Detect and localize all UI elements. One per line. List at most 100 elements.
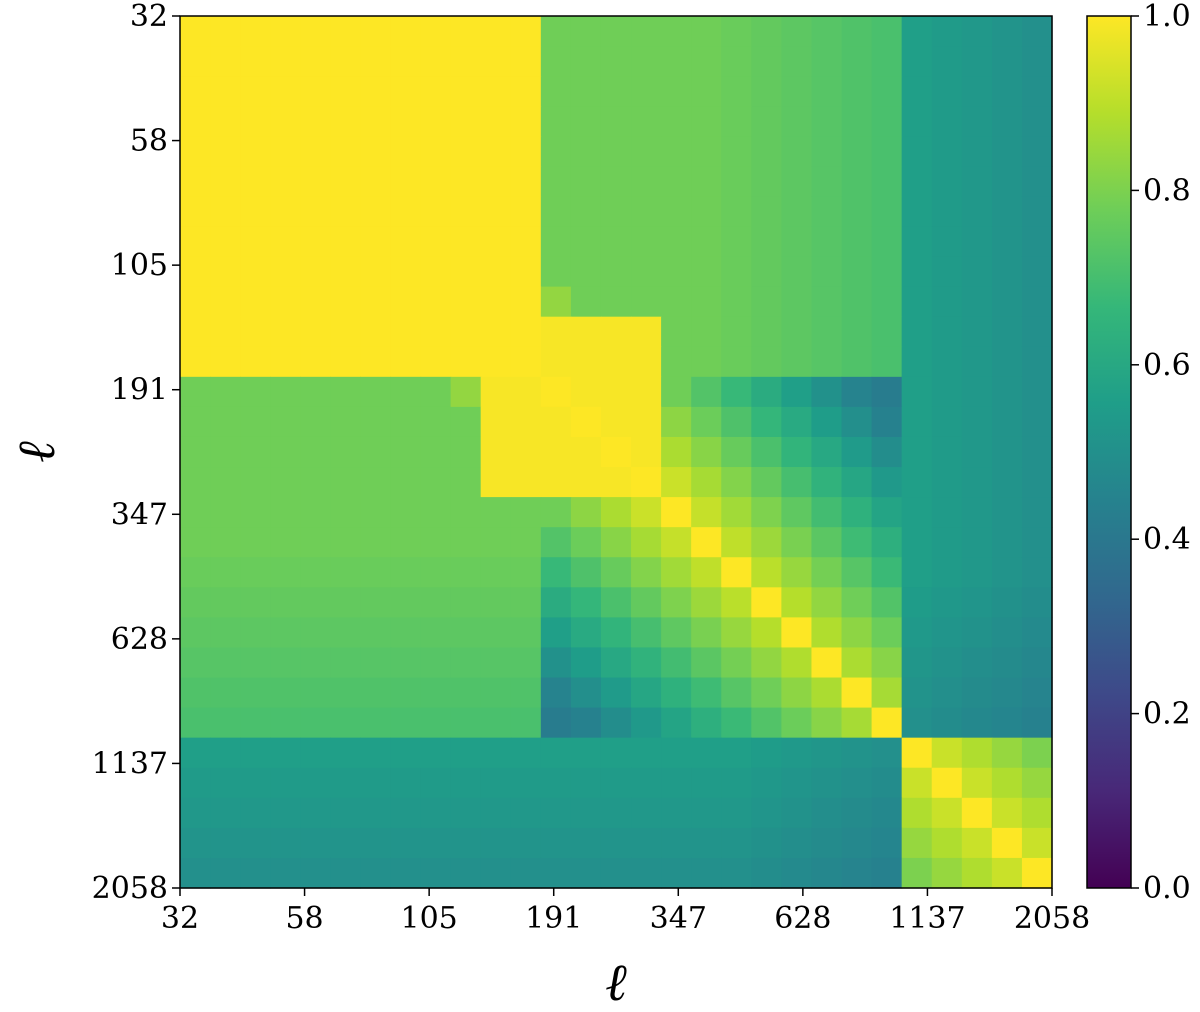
heatmap-cell [841,16,873,47]
heatmap-cell [240,406,271,438]
heatmap-cell [871,136,903,167]
heatmap-cell [510,256,542,288]
heatmap-cell [420,196,452,228]
heatmap-cell [631,467,662,498]
heatmap-cell [691,376,722,408]
heatmap-cell [360,76,392,107]
heatmap-cell [901,557,933,588]
heatmap-cell [180,136,211,167]
x-tick-label: 58 [285,901,323,936]
heatmap-cell [781,376,813,408]
heatmap-cell [931,16,963,47]
heatmap-cell [210,467,241,498]
heatmap-cell [721,226,752,258]
heatmap-cell [270,617,301,649]
heatmap-cell [721,46,752,77]
heatmap-cell [330,256,362,288]
heatmap-cell [420,436,452,468]
heatmap-cell [480,737,512,769]
heatmap-cell [360,376,392,408]
heatmap-cell [991,106,1023,137]
heatmap-cell [180,256,211,288]
heatmap-cell [420,286,452,318]
heatmap-cell [901,587,933,618]
heatmap-cell [721,497,752,528]
heatmap-cell [300,497,331,528]
heatmap-cells [180,16,1053,889]
heatmap-cell [811,587,843,618]
heatmap-cell [871,286,903,318]
heatmap-cell [210,106,241,137]
heatmap-cell [600,436,632,468]
colorbar [1086,15,1132,889]
heatmap-cell [811,647,843,679]
heatmap-cell [510,557,542,588]
heatmap-cell [330,226,362,258]
heatmap-cell [540,136,572,167]
heatmap-cell [390,346,422,378]
heatmap-cell [721,406,752,438]
heatmap-cell [961,587,993,618]
heatmap-cell [480,436,512,468]
heatmap-cell [901,106,933,137]
heatmap-cell [781,46,813,77]
heatmap-cell [841,106,873,137]
heatmap-cell [631,497,662,528]
heatmap-cell [931,346,963,378]
heatmap-cell [480,797,512,829]
heatmap-cell [991,76,1023,107]
heatmap-cell [991,196,1023,228]
heatmap-cell [841,46,873,77]
heatmap-cell [480,316,512,348]
heatmap-cell [600,617,632,649]
heatmap-cell [961,226,993,258]
heatmap-cell [841,527,873,558]
heatmap-cell [240,166,271,198]
heatmap-cell [871,436,903,468]
heatmap-cell [540,827,572,859]
y-axis-label: ℓ [7,441,67,463]
heatmap-cell [691,647,722,679]
heatmap-cell [600,76,632,107]
heatmap-cell [480,406,512,438]
heatmap-cell [961,737,993,769]
heatmap-cell [751,557,782,588]
heatmap-cell [691,617,722,649]
heatmap-cell [841,497,873,528]
heatmap-cell [300,677,331,709]
heatmap-cell [270,797,301,829]
heatmap-cell [901,617,933,649]
heatmap-cell [330,617,362,649]
heatmap-cell [961,136,993,167]
heatmap-cell [721,737,752,769]
heatmap-cell [570,647,602,679]
heatmap-cell [360,226,392,258]
heatmap-cell [480,677,512,709]
heatmap-cell [751,797,782,829]
heatmap-cell [841,557,873,588]
heatmap-cell [360,827,392,859]
heatmap-cell [721,256,752,288]
heatmap-cell [240,857,271,889]
heatmap-cell [600,557,632,588]
heatmap-cell [450,827,482,859]
heatmap-cell [360,797,392,829]
heatmap-cell [751,767,782,799]
heatmap-cell [871,16,903,47]
heatmap-cell [691,737,722,769]
heatmap-cell [570,346,602,378]
heatmap-cell [420,827,452,859]
heatmap-cell [751,136,782,167]
heatmap-cell [1021,467,1053,498]
heatmap-cell [360,256,392,288]
heatmap-cell [631,767,662,799]
heatmap-cell [931,196,963,228]
heatmap-cell [270,196,301,228]
heatmap-cell [360,737,392,769]
heatmap-cell [390,797,422,829]
heatmap-cell [901,316,933,348]
heatmap-cell [570,497,602,528]
heatmap-cell [841,467,873,498]
heatmap-cell [1021,587,1053,618]
heatmap-cell [600,527,632,558]
